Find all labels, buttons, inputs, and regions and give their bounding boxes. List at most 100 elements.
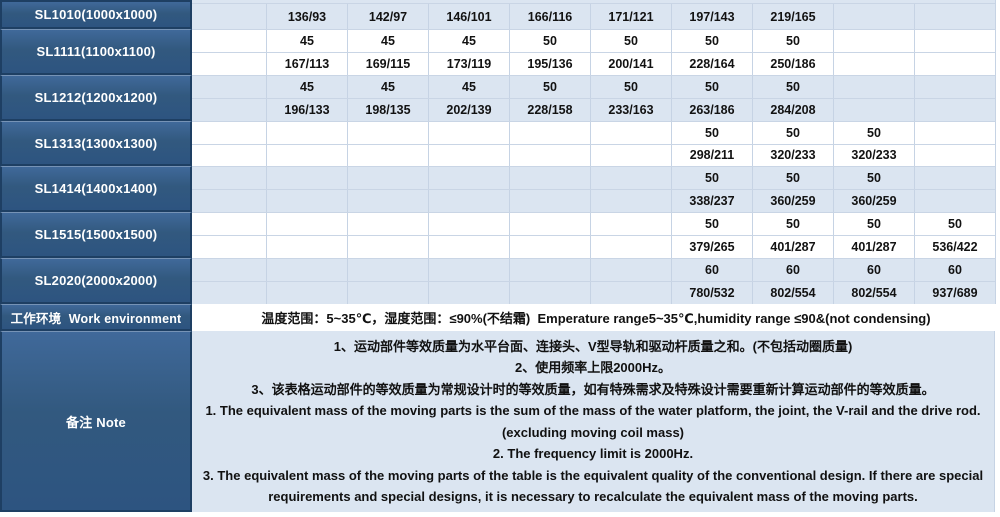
spacer-cell [192, 213, 266, 235]
model-data-area: 50 50 50 338/237 360/259 360/259 [192, 166, 996, 212]
bottom-strip [0, 512, 1000, 517]
spec-cell [347, 213, 428, 235]
spec-cell: 360/259 [833, 190, 914, 212]
spec-cell: 197/143 [671, 4, 752, 29]
model-block: SL1515(1500x1500) 50 50 50 50 379/265 401/287 4… [0, 212, 1000, 258]
note-line: 2. The frequency limit is 2000Hz. [492, 446, 694, 461]
spec-cell: 45 [266, 30, 347, 52]
spec-cell [509, 282, 590, 304]
spec-cell [509, 122, 590, 144]
spec-cell: 195/136 [509, 53, 590, 75]
note-line: 3、该表格运动部件的等效质量为常规设计时的等效质量，如有特殊需求及特殊设计需要重… [251, 381, 935, 397]
spec-cell: 50 [509, 76, 590, 98]
model-data-area: 45 45 45 50 50 50 50 167/113 169/115 173/119 195/1… [192, 29, 996, 75]
model-block: SL1414(1400x1400) 50 50 50 338/237 360/259 360… [0, 166, 1000, 212]
spec-cell: 50 [914, 213, 995, 235]
spec-cell: 50 [752, 213, 833, 235]
spec-cell: 263/186 [671, 99, 752, 121]
cropped-row-sliver [192, 0, 995, 4]
spec-cell [509, 167, 590, 189]
spec-cell [266, 122, 347, 144]
work-environment-header: 工作环境 Work environment [0, 304, 192, 331]
model-data-area: 136/93 142/97 146/101 166/116 171/121 197/143… [192, 0, 996, 29]
model-row-header: SL1212(1200x1200) [0, 75, 192, 121]
spec-cell [833, 76, 914, 98]
note-line: 3. The equivalent mass of the moving par… [202, 467, 984, 505]
spec-cell: 45 [347, 30, 428, 52]
spec-cell [347, 190, 428, 212]
spec-cell: 320/233 [752, 144, 833, 166]
spec-cell [266, 144, 347, 166]
spec-cell: 136/93 [266, 4, 347, 29]
spec-cell [914, 30, 995, 52]
spacer-cell [192, 282, 266, 304]
spec-cell [590, 259, 671, 281]
spec-cell: 284/208 [752, 99, 833, 121]
model-data-area: 45 45 45 50 50 50 50 196/133 198/135 202/139 228/1… [192, 75, 996, 121]
spec-cell [590, 236, 671, 258]
spec-cell: 50 [590, 30, 671, 52]
accel-row: 45 45 45 50 50 50 50 [192, 76, 995, 98]
spec-cell [266, 167, 347, 189]
spec-cell: 50 [752, 30, 833, 52]
spec-cell [347, 144, 428, 166]
spec-cell: 45 [428, 76, 509, 98]
mass-row: 379/265 401/287 401/287 536/422 [192, 235, 995, 258]
model-row-header: SL1010(1000x1000) [0, 0, 192, 29]
spec-cell: 360/259 [752, 190, 833, 212]
spec-cell: 50 [509, 30, 590, 52]
spec-cell [914, 144, 995, 166]
spec-cell [428, 213, 509, 235]
spec-cell [509, 190, 590, 212]
spec-cell [833, 99, 914, 121]
spec-cell [428, 144, 509, 166]
spacer-cell [192, 4, 266, 29]
spec-cell [914, 167, 995, 189]
mass-row: 338/237 360/259 360/259 [192, 189, 995, 212]
spec-cell [266, 282, 347, 304]
spec-cell: 50 [671, 76, 752, 98]
spec-cell: 45 [266, 76, 347, 98]
spec-cell: 166/116 [509, 4, 590, 29]
spec-cell: 320/233 [833, 144, 914, 166]
spec-cell: 937/689 [914, 282, 995, 304]
spec-cell: 45 [347, 76, 428, 98]
spec-cell: 60 [914, 259, 995, 281]
spec-cell [833, 30, 914, 52]
accel-row: 50 50 50 [192, 167, 995, 189]
spec-cell: 45 [428, 30, 509, 52]
mass-row: 298/211 320/233 320/233 [192, 143, 995, 167]
mass-row: 780/532 802/554 802/554 937/689 [192, 281, 995, 304]
mass-row: 136/93 142/97 146/101 166/116 171/121 197/143… [192, 4, 995, 29]
spec-cell: 60 [752, 259, 833, 281]
spec-cell [266, 213, 347, 235]
spec-cell: 219/165 [752, 4, 833, 29]
spec-cell: 50 [752, 122, 833, 144]
spacer-cell [192, 236, 266, 258]
spec-cell [347, 167, 428, 189]
spec-cell: 50 [833, 122, 914, 144]
spec-cell: 250/186 [752, 53, 833, 75]
spec-cell [914, 76, 995, 98]
work-environment-text: 温度范围：5~35℃，湿度范围：≤90%(不结霜) Emperature ran… [192, 304, 1000, 331]
accel-row: 60 60 60 60 [192, 259, 995, 281]
model-block: SL1010(1000x1000) 136/93 142/97 146/101 166/… [0, 0, 1000, 29]
spec-cell: 50 [833, 167, 914, 189]
spec-cell [509, 236, 590, 258]
spacer-cell [192, 259, 266, 281]
model-data-area: 50 50 50 298/211 320/233 320/233 [192, 121, 996, 166]
spec-cell: 802/554 [833, 282, 914, 304]
spec-cell: 50 [671, 30, 752, 52]
spec-cell: 146/101 [428, 4, 509, 29]
model-row-header: SL1313(1300x1300) [0, 121, 192, 166]
spec-cell: 298/211 [671, 144, 752, 166]
spacer-cell [192, 145, 266, 167]
spec-cell: 169/115 [347, 53, 428, 75]
spec-cell [914, 99, 995, 121]
spec-cell [428, 282, 509, 304]
model-row-header: SL1414(1400x1400) [0, 166, 192, 212]
spec-cell [590, 122, 671, 144]
spec-cell [590, 144, 671, 166]
spec-cell [266, 259, 347, 281]
